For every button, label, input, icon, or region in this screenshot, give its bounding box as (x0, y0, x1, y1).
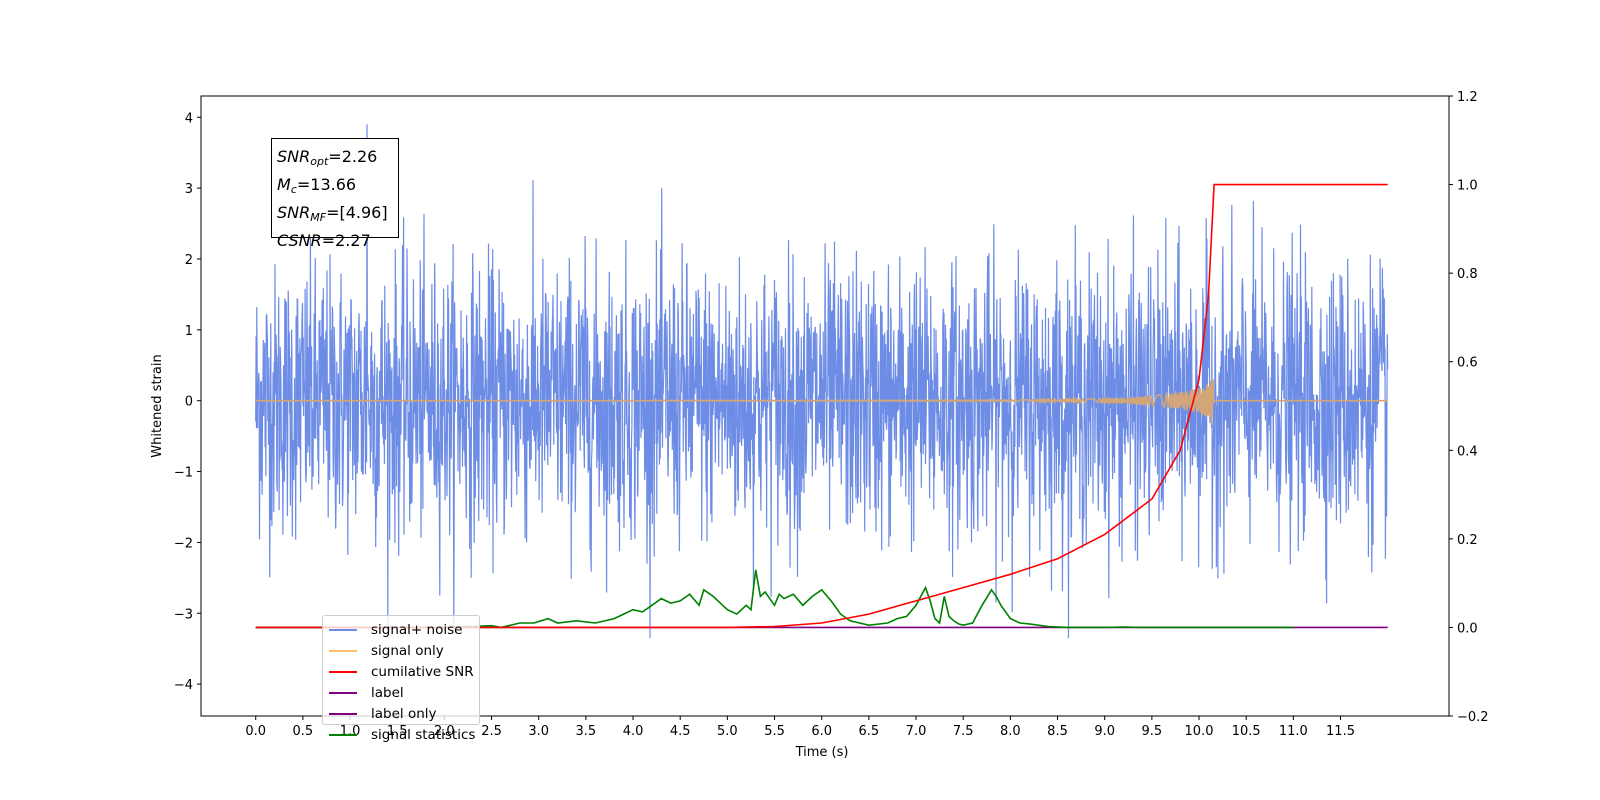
y2-tick-label: 1.2 (1457, 90, 1478, 105)
legend-label: label only (371, 705, 437, 722)
y-axis-label: Whitened strain (150, 354, 165, 457)
x-axis-label: Time (s) (795, 745, 849, 760)
x-tick-label: 4.5 (670, 724, 691, 739)
legend-label: cumilative SNR (371, 663, 474, 680)
series-signal-noise-line (255, 124, 1389, 639)
mc-line: Mc=13.66 (277, 175, 357, 196)
plot-area (255, 124, 1389, 639)
legend-entry: signal statistics (329, 724, 479, 745)
legend-swatch (329, 691, 357, 694)
y-tick-label: 2 (185, 253, 193, 268)
axes-frame (200, 95, 1450, 717)
x-tick-label: 0.0 (245, 724, 266, 739)
legend-swatch (329, 733, 357, 736)
y2-tick-label: 1.0 (1457, 179, 1478, 194)
x-tick-label: 9.0 (1094, 724, 1115, 739)
legend-swatch (329, 649, 357, 652)
x-tick-label: 9.5 (1142, 724, 1163, 739)
x-tick-label: 11.5 (1326, 724, 1355, 739)
snr-mf-line: SNRMF=[4.96] (277, 203, 388, 224)
x-tick-label: 7.0 (906, 724, 927, 739)
legend-swatch (329, 712, 357, 715)
y2-tick-label: 0.2 (1457, 533, 1478, 548)
y-tick-label: 1 (185, 324, 193, 339)
y-tick-label: −4 (174, 678, 193, 693)
y2-tick-label: 0.4 (1457, 444, 1478, 459)
x-tick-label: 6.0 (811, 724, 832, 739)
stats-annotation-box: SNRopt=2.26 Mc=13.66 SNRMF=[4.96] CSNR=2… (271, 138, 399, 250)
legend-entry: label only (329, 703, 479, 724)
y-axis-left: 4 3 2 1 0 −1 −2 −3 −4 (174, 111, 201, 693)
legend-swatch (329, 670, 357, 673)
x-tick-label: 4.0 (623, 724, 644, 739)
csnr-line: CSNR=2.27 (277, 231, 371, 250)
x-tick-label: 10.0 (1185, 724, 1214, 739)
x-tick-label: 8.5 (1047, 724, 1068, 739)
snr-opt-value: =2.26 (328, 147, 378, 166)
x-tick-label: 6.5 (859, 724, 880, 739)
legend: signal+ noise signal only cumilative SNR… (322, 615, 480, 743)
series-cumulative-snr-line (255, 183, 1388, 629)
legend-entry: signal+ noise (329, 619, 479, 640)
x-tick-label: 3.0 (528, 724, 549, 739)
y-tick-label: −3 (174, 607, 193, 622)
y-tick-label: 3 (185, 182, 193, 197)
x-tick-label: 1.5 (387, 724, 408, 739)
x-tick-label: 7.5 (953, 724, 974, 739)
y-tick-label: −1 (174, 466, 193, 481)
y-tick-label: 0 (185, 395, 193, 410)
legend-entry: cumilative SNR (329, 661, 479, 682)
y2-tick-label: 0.6 (1457, 356, 1478, 371)
y-tick-label: −2 (174, 536, 193, 551)
snr-opt-line: SNRopt=2.26 (277, 147, 378, 168)
legend-swatch (329, 628, 357, 631)
legend-label: signal only (371, 642, 444, 659)
y-axis-right: 1.2 1.0 0.8 0.6 0.4 0.2 0.0 −0.2 (1449, 90, 1489, 725)
x-tick-label: 0.5 (293, 724, 314, 739)
y2-tick-label: 0.0 (1457, 621, 1478, 636)
x-tick-label: 2.5 (481, 724, 502, 739)
mc-value: =13.66 (296, 175, 357, 194)
y-tick-label: 4 (185, 111, 193, 126)
series-signal-statistics-line (255, 569, 1294, 629)
x-tick-label: 2.0 (434, 724, 455, 739)
csnr-value: =2.27 (321, 231, 371, 250)
x-tick-label: 3.5 (576, 724, 597, 739)
x-axis: 0.0 0.5 1.0 1.5 2.0 2.5 3.0 3.5 4.0 4.5 5.0 5.5 6.0 6… (245, 716, 1355, 739)
y2-tick-label: −0.2 (1457, 710, 1489, 725)
x-tick-label: 10.5 (1232, 724, 1261, 739)
snr-mf-value: =[4.96] (326, 203, 388, 222)
legend-label: label (371, 684, 404, 701)
x-tick-label: 5.5 (764, 724, 785, 739)
y2-tick-label: 0.8 (1457, 267, 1478, 282)
legend-label: signal+ noise (371, 621, 463, 638)
legend-entry: signal only (329, 640, 479, 661)
x-tick-label: 11.0 (1279, 724, 1308, 739)
x-tick-label: 8.0 (1000, 724, 1021, 739)
x-tick-label: 5.0 (717, 724, 738, 739)
legend-entry: label (329, 682, 479, 703)
legend-label: signal statistics (371, 726, 476, 743)
series-signal-only-line (255, 379, 1388, 424)
